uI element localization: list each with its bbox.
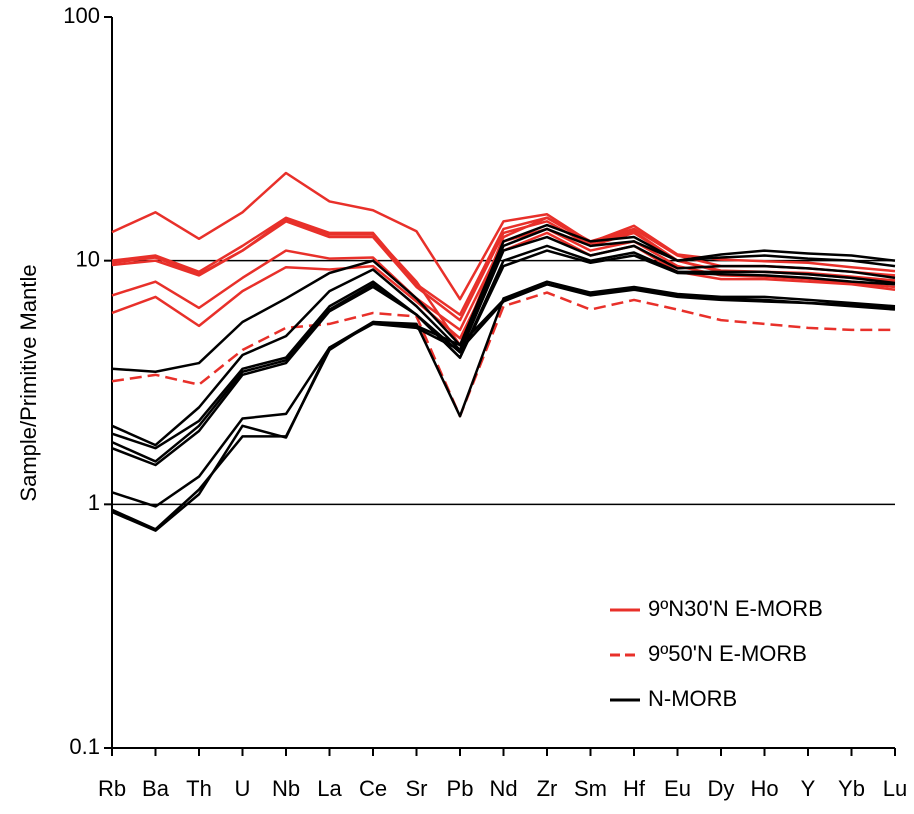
x-tick-label: Nb: [272, 776, 300, 801]
x-tick-label: Lu: [883, 776, 907, 801]
y-axis-title: Sample/Primitive Mantle: [16, 264, 41, 501]
x-tick-label: Sr: [406, 776, 428, 801]
x-tick-label: Th: [186, 776, 212, 801]
series-line: [111, 291, 895, 418]
y-tick-label: 1: [88, 490, 100, 515]
series-line: [111, 227, 896, 447]
y-tick-label: 10: [76, 246, 100, 271]
y-tick-label: 100: [63, 3, 100, 28]
series-line: [111, 171, 896, 301]
x-tick-label: Nd: [489, 776, 517, 801]
series-line: [111, 283, 896, 531]
x-tick-label: U: [235, 776, 251, 801]
x-tick-label: La: [317, 776, 342, 801]
x-tick-label: Sm: [574, 776, 607, 801]
x-tick-label: Rb: [98, 776, 126, 801]
series-line: [111, 223, 896, 374]
x-tick-label: Zr: [537, 776, 558, 801]
x-tick-label: Ce: [359, 776, 387, 801]
series-line: [111, 280, 896, 508]
legend-label: 9ºN30'N E-MORB: [648, 596, 823, 621]
x-tick-label: Hf: [623, 776, 646, 801]
series-line: [111, 235, 896, 450]
x-tick-label: Ba: [142, 776, 170, 801]
x-tick-label: Y: [801, 776, 816, 801]
x-tick-label: Pb: [447, 776, 474, 801]
series-line: [111, 249, 896, 467]
series-line: [111, 244, 896, 463]
x-tick-label: Dy: [708, 776, 735, 801]
series-line: [111, 283, 896, 532]
x-tick-label: Yb: [838, 776, 865, 801]
y-tick-label: 0.1: [69, 734, 100, 759]
legend-label: 9º50'N E-MORB: [648, 641, 807, 666]
x-tick-label: Eu: [664, 776, 691, 801]
legend-label: N-MORB: [648, 686, 737, 711]
x-tick-label: Ho: [750, 776, 778, 801]
